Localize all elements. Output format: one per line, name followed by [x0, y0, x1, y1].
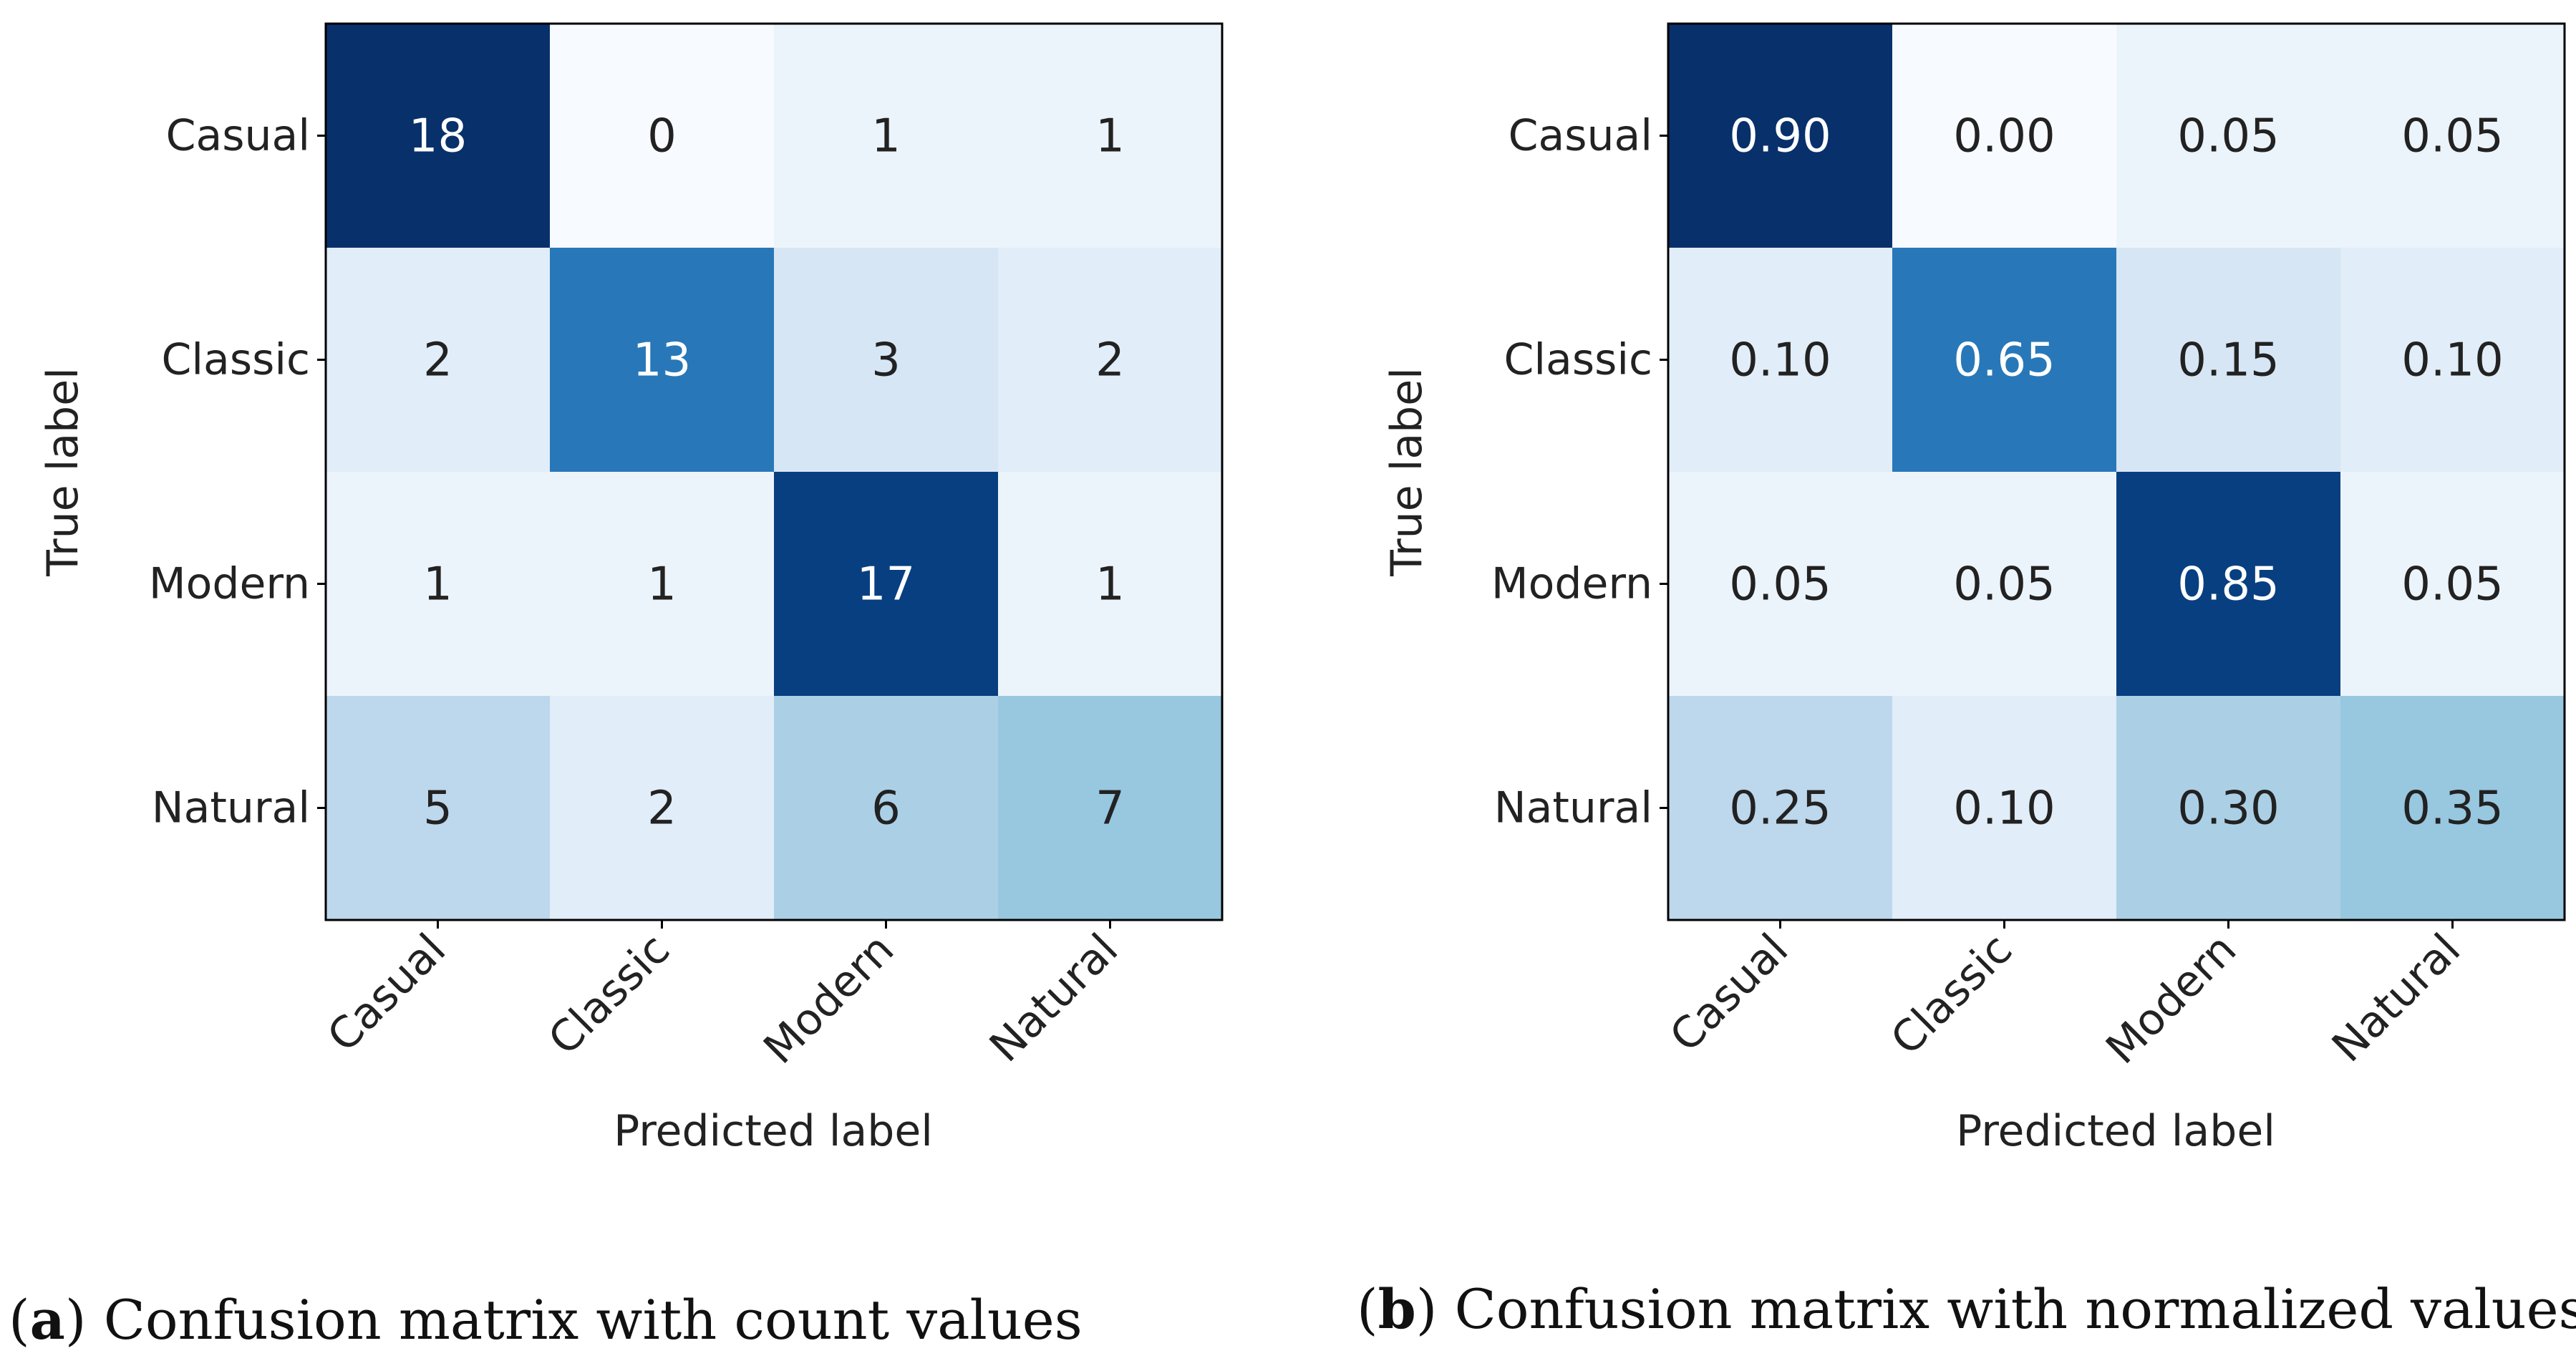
heatmap-cell — [1892, 24, 2116, 248]
cell-value-label: 2 — [423, 334, 452, 387]
cell-value-label: 0.05 — [2177, 110, 2280, 163]
x-tick-label: Natural — [980, 924, 1128, 1072]
cell-value-label: 0.05 — [1953, 558, 2056, 611]
cell-value-label: 0.05 — [2401, 558, 2504, 611]
cell-value-label: 0.15 — [2177, 334, 2280, 387]
cell-value-label: 5 — [423, 783, 452, 835]
cell-value-label: 1 — [647, 558, 677, 611]
heatmap-cell — [2116, 24, 2340, 248]
plot-frame — [1667, 22, 2566, 921]
confusion-matrix-b: 0.90 0.00 0.05 0.05 0.10 0.65 0.15 0.10 0.05 0.05… — [1357, 22, 2576, 1341]
y-tick-label: Natural — [1494, 783, 1652, 833]
caption-paren: ( — [1357, 1277, 1378, 1341]
heatmap-cell — [998, 696, 1222, 920]
y-tick-label: Casual — [166, 111, 310, 161]
heatmap-cell — [1668, 696, 1892, 920]
cell-value-label: 6 — [871, 783, 901, 835]
heatmap-cell — [550, 696, 774, 920]
heatmap-cell — [2340, 472, 2565, 696]
cell-value-label: 0.85 — [2177, 558, 2280, 611]
cell-value-label: 0.05 — [1729, 558, 1831, 611]
cell-value-label: 0.10 — [2401, 334, 2504, 387]
caption-paren: ( — [9, 1288, 30, 1352]
cell-value-label: 0.05 — [2401, 110, 2504, 163]
heatmap-cell — [550, 248, 774, 472]
heatmap-cell — [1892, 696, 2116, 920]
plot-frame — [324, 22, 1224, 921]
heatmap-cell — [326, 248, 550, 472]
x-tick-label: Classic — [1882, 924, 2022, 1065]
x-axis-title: Predicted label — [614, 1106, 933, 1156]
heatmap-cell — [2116, 248, 2340, 472]
heatmap-cell — [774, 24, 998, 248]
cell-value-label: 17 — [857, 558, 915, 611]
caption-text: ) Confusion matrix with count values — [65, 1288, 1083, 1352]
heatmap-cell — [550, 472, 774, 696]
cell-value-label: 7 — [1095, 783, 1125, 835]
heatmap-cell — [1668, 472, 1892, 696]
cell-value-label: 0.65 — [1953, 334, 2056, 387]
caption-letter: b — [1378, 1277, 1416, 1341]
heatmap-cell — [326, 696, 550, 920]
cell-value-label: 2 — [1095, 334, 1125, 387]
x-tick-label: Classic — [539, 924, 679, 1065]
cell-value-label: 0.10 — [1953, 783, 2056, 835]
caption-letter: a — [30, 1288, 65, 1352]
x-tick-label: Casual — [1660, 924, 1798, 1062]
x-tick-label: Modern — [754, 924, 904, 1074]
y-tick-label: Modern — [1491, 559, 1652, 609]
x-tick-label: Natural — [2323, 924, 2470, 1072]
figure-caption: (a) Confusion matrix with count values — [9, 1288, 1083, 1352]
y-axis-title: True label — [1382, 367, 1432, 577]
cell-value-label: 2 — [647, 783, 677, 835]
heatmap-cell — [998, 248, 1222, 472]
y-tick-label: Classic — [1504, 335, 1652, 385]
cell-value-label: 13 — [633, 334, 691, 387]
cell-value-label: 0 — [647, 110, 677, 163]
cell-value-label: 1 — [423, 558, 452, 611]
heatmap-cell — [998, 24, 1222, 248]
cell-value-label: 1 — [1095, 110, 1125, 163]
cell-value-label: 3 — [871, 334, 901, 387]
cell-value-label: 0.25 — [1729, 783, 1831, 835]
heatmap-cell — [326, 472, 550, 696]
heatmap-cell — [2340, 696, 2565, 920]
heatmap-cell — [2116, 472, 2340, 696]
cell-value-label: 1 — [1095, 558, 1125, 611]
cell-value-label: 0.00 — [1953, 110, 2056, 163]
heatmap-cell — [2116, 696, 2340, 920]
y-tick-label: Natural — [152, 783, 310, 833]
heatmap-cell — [1892, 248, 2116, 472]
heatmap-cell — [2340, 24, 2565, 248]
cell-value-label: 0.30 — [2177, 783, 2280, 835]
figure-caption: (b) Confusion matrix with normalized val… — [1357, 1277, 2576, 1341]
caption-text: ) Confusion matrix with normalized value… — [1416, 1277, 2576, 1341]
y-tick-label: Classic — [161, 335, 310, 385]
y-tick-label: Casual — [1509, 111, 1652, 161]
cell-value-label: 0.10 — [1729, 334, 1831, 387]
heatmap-cell — [550, 24, 774, 248]
x-axis-title: Predicted label — [1956, 1106, 2275, 1156]
heatmap-cell — [774, 248, 998, 472]
x-tick-label: Casual — [318, 924, 455, 1062]
y-axis-title: True label — [38, 367, 88, 577]
y-tick-label: Modern — [149, 559, 310, 609]
heatmap-cell — [998, 472, 1222, 696]
heatmap-cell — [1892, 472, 2116, 696]
cell-value-label: 1 — [871, 110, 901, 163]
heatmap-cell — [2340, 248, 2565, 472]
heatmap-cell — [1668, 24, 1892, 248]
heatmap-cell — [774, 696, 998, 920]
heatmap-cell — [774, 472, 998, 696]
x-tick-label: Modern — [2096, 924, 2246, 1074]
heatmap-cell — [326, 24, 550, 248]
confusion-matrix-a: 18 0 1 1 2 13 3 2 1 1 17 1 5 2 6 7 Casual Classic Modern Na… — [9, 22, 1224, 1352]
cell-value-label: 18 — [409, 110, 467, 163]
cell-value-label: 0.90 — [1729, 110, 1831, 163]
heatmap-cell — [1668, 248, 1892, 472]
cell-value-label: 0.35 — [2401, 783, 2504, 835]
